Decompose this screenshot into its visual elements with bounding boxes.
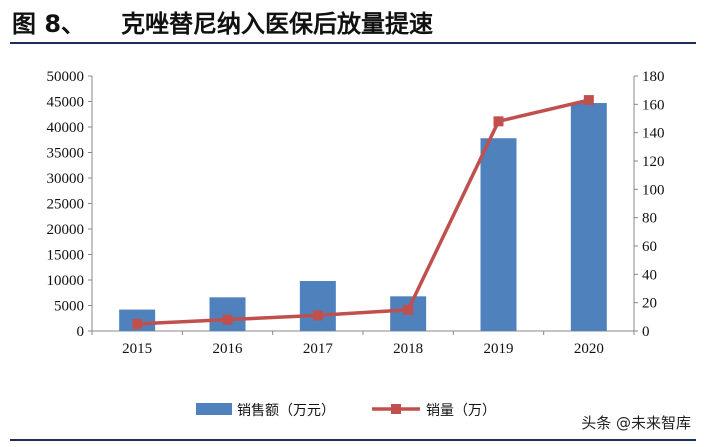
left-tick-label: 40000 (47, 120, 85, 136)
bar-sales (209, 297, 246, 331)
bar-sales (480, 138, 517, 331)
legend-marker-volume (391, 404, 401, 414)
figure-title: 图 8、 克唑替尼纳入医保后放量提速 (12, 4, 433, 38)
point-volume (132, 318, 143, 329)
x-tick-label: 2018 (393, 341, 423, 357)
right-tick-label: 140 (642, 126, 665, 142)
x-tick-label: 2017 (303, 341, 334, 357)
x-tick-label: 2019 (484, 341, 514, 357)
right-tick-label: 180 (642, 69, 665, 85)
right-tick-label: 100 (642, 182, 665, 198)
right-tick-label: 40 (642, 267, 657, 283)
right-tick-label: 60 (642, 239, 657, 255)
x-tick-label: 2016 (213, 341, 244, 357)
right-tick-label: 80 (642, 211, 657, 227)
left-tick-label: 20000 (47, 222, 85, 238)
figure-number: 图 8、 (12, 9, 86, 38)
legend-label-volume: 销量（万） (426, 403, 496, 419)
watermark: 头条 @未来智库 (581, 414, 691, 432)
right-tick-label: 120 (642, 154, 665, 170)
left-tick-label: 0 (77, 324, 85, 340)
right-tick-label: 20 (642, 296, 657, 312)
left-tick-label: 15000 (47, 248, 85, 264)
line-volume (137, 98, 590, 326)
right-tick-label: 160 (642, 97, 665, 113)
legend-label-sales: 销售额（万元） (237, 403, 335, 419)
left-tick-label: 5000 (54, 299, 84, 315)
figure-title-text: 克唑替尼纳入医保后放量提速 (121, 9, 434, 38)
point-volume (583, 95, 594, 106)
left-tick-label: 50000 (47, 69, 85, 85)
legend-swatch-sales (196, 403, 232, 415)
right-tick-label: 0 (642, 324, 650, 340)
left-tick-label: 30000 (47, 171, 85, 187)
bar-sales (570, 103, 607, 331)
point-volume (222, 314, 233, 325)
bottom-rule (10, 439, 696, 441)
left-tick-label: 10000 (47, 273, 85, 289)
point-volume (312, 310, 323, 321)
point-volume (493, 116, 504, 127)
bar-sales (299, 281, 336, 331)
left-tick-label: 25000 (47, 197, 85, 213)
x-tick-label: 2020 (574, 341, 604, 357)
point-volume (403, 304, 414, 315)
left-tick-label: 35000 (47, 146, 85, 162)
title-rule (10, 42, 696, 44)
x-tick-label: 2015 (122, 341, 152, 357)
left-tick-label: 45000 (47, 95, 85, 111)
